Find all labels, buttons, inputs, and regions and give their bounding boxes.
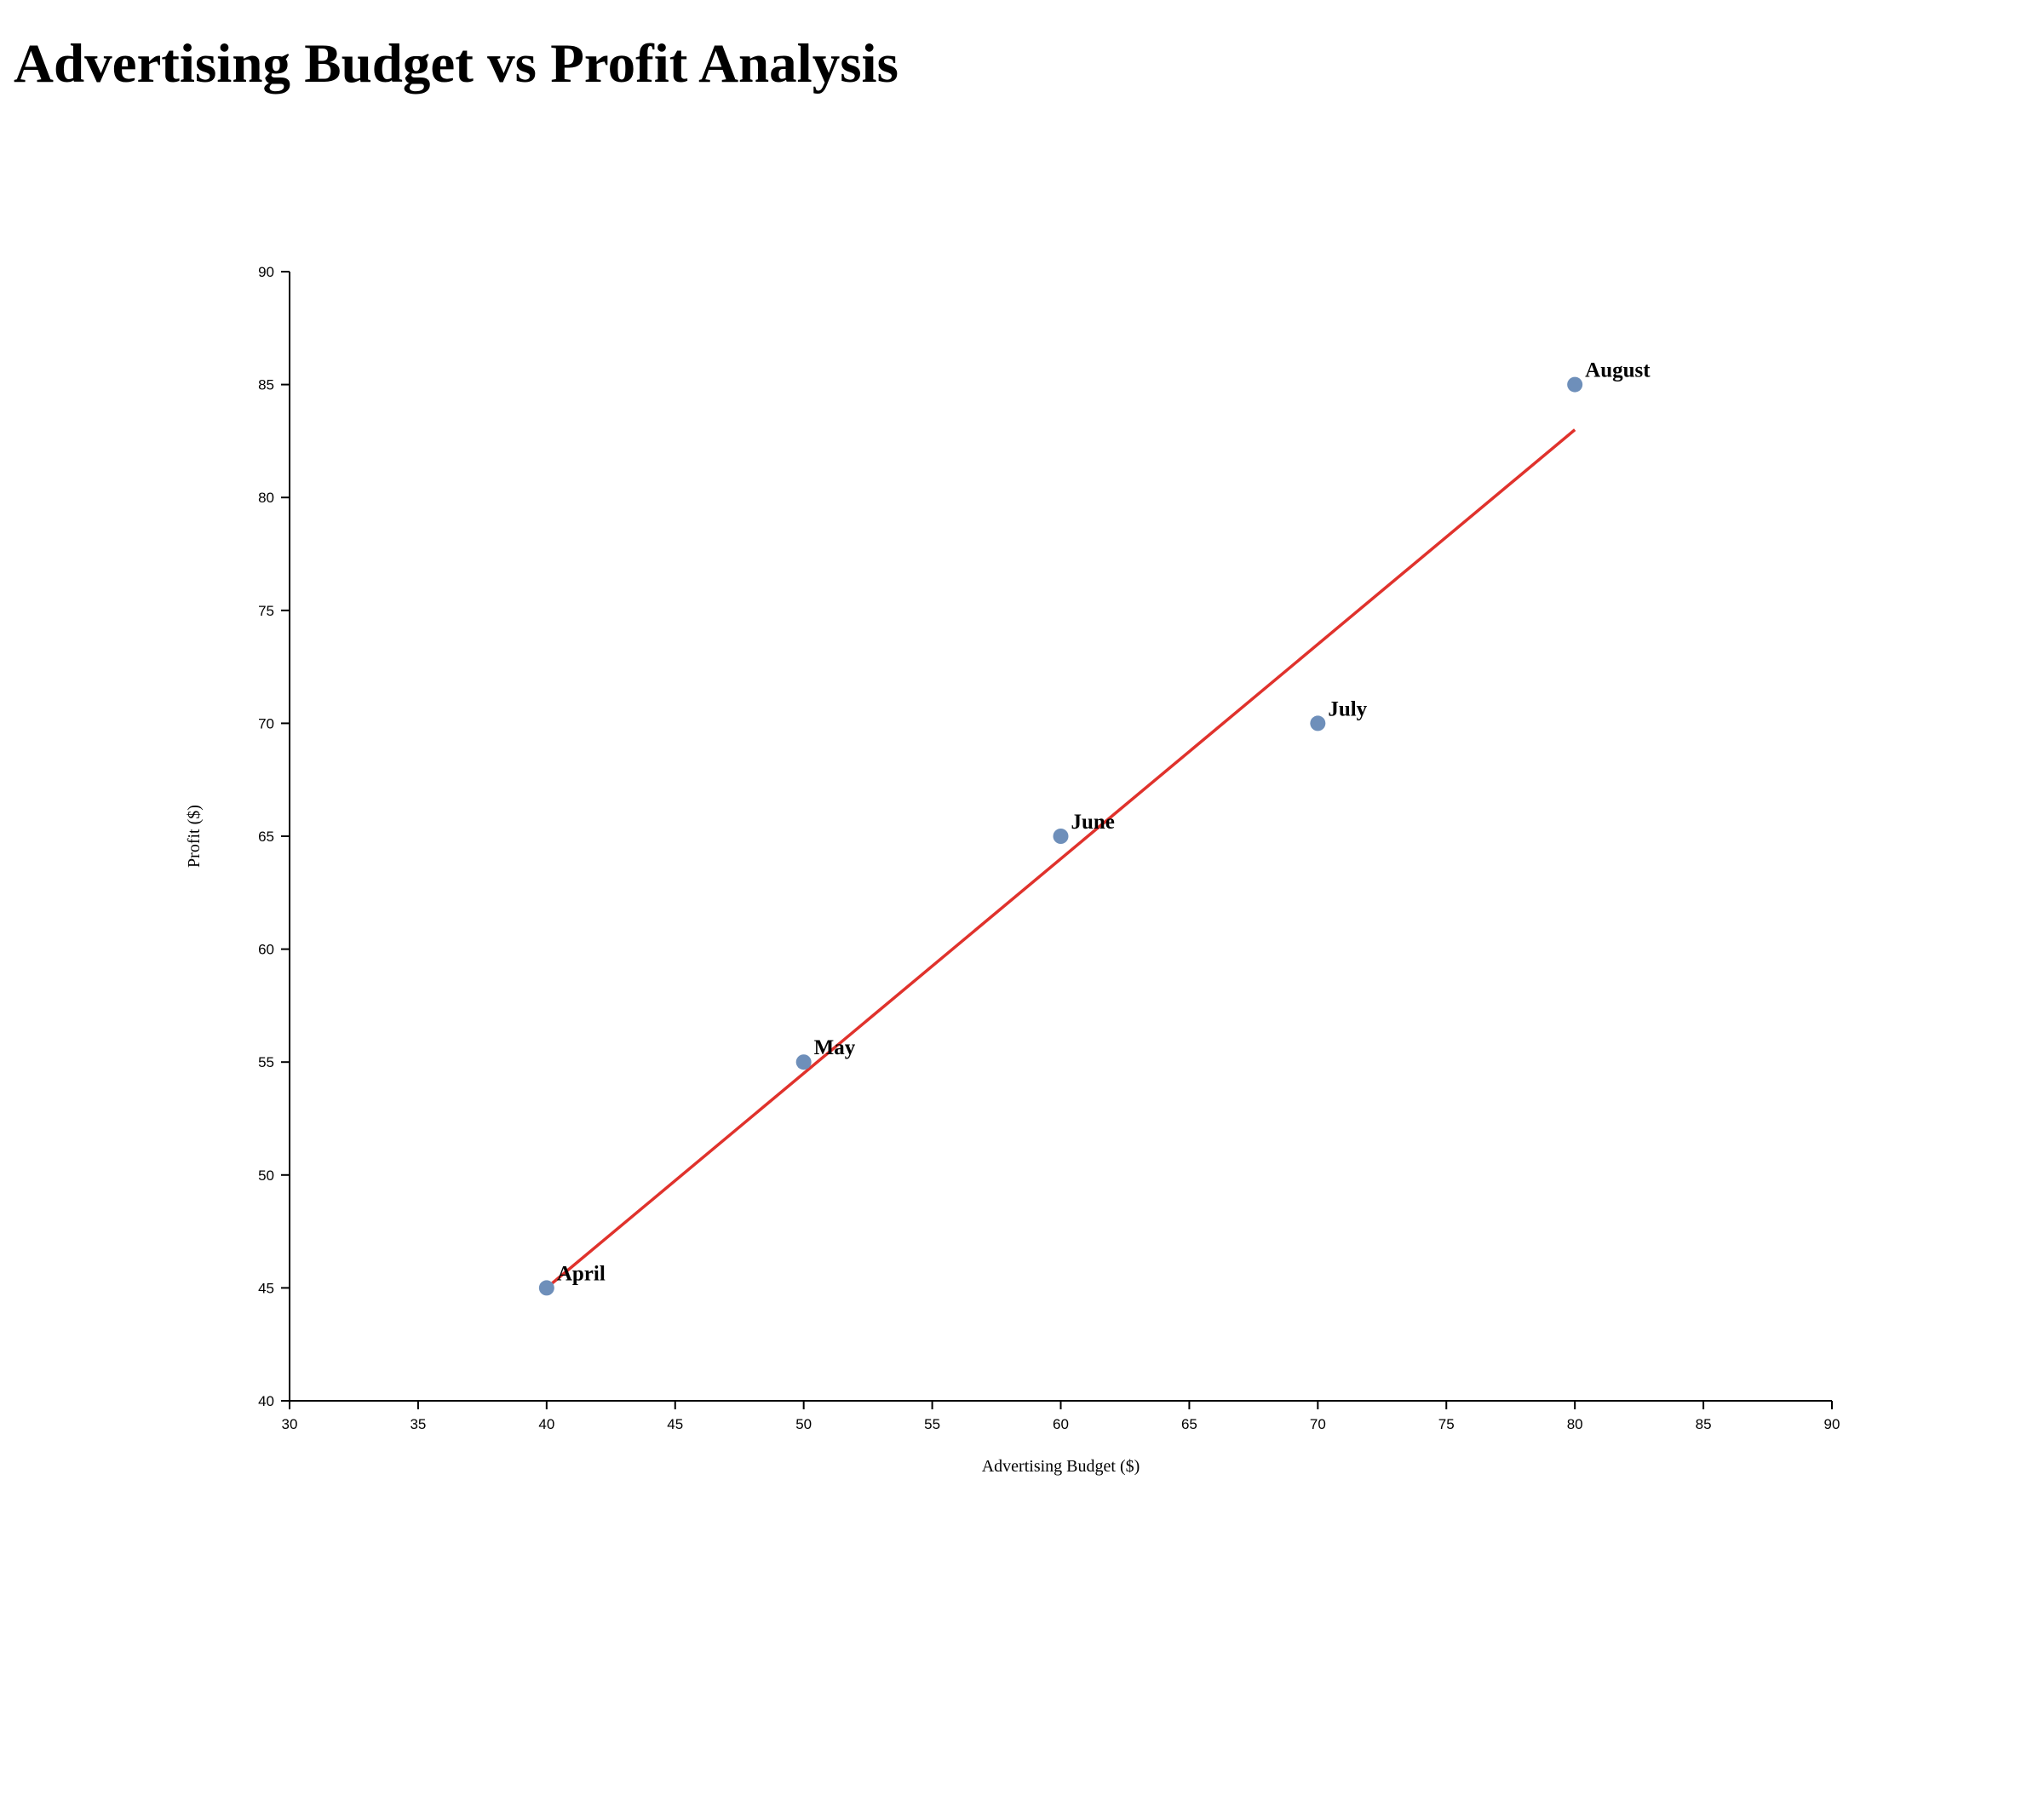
- axes-layer: 30 35 40 45 50 55 60 65 70 75 80 85 90 40 45 50 55 60 65 70…: [258, 264, 1840, 1432]
- page-title: Advertising Budget vs Profit Analysis: [14, 33, 899, 95]
- point-label-may: May: [814, 1036, 856, 1059]
- y-tick-label: 80: [258, 490, 274, 506]
- y-axis-title: Profit ($): [185, 805, 204, 868]
- y-tick-label: 50: [258, 1167, 274, 1184]
- trendline-layer: [545, 428, 1576, 1289]
- x-tick-label: 50: [795, 1416, 812, 1432]
- y-tick-label: 60: [258, 942, 274, 958]
- y-tick-label: 55: [258, 1054, 274, 1070]
- point-label-april: April: [557, 1262, 606, 1285]
- x-tick-label: 85: [1696, 1416, 1712, 1432]
- data-point-june: [1053, 829, 1069, 844]
- x-tick-label: 45: [667, 1416, 683, 1432]
- point-label-july: July: [1328, 697, 1367, 720]
- y-tick-label: 75: [258, 603, 274, 619]
- data-point-may: [795, 1054, 812, 1070]
- x-tick-label: 35: [410, 1416, 426, 1432]
- x-tick-label: 30: [282, 1416, 298, 1432]
- x-tick-label: 65: [1181, 1416, 1197, 1432]
- x-tick-label: 60: [1053, 1416, 1069, 1432]
- data-point-july: [1310, 715, 1326, 731]
- trendline: [545, 428, 1576, 1289]
- y-tick-label: 45: [258, 1280, 274, 1296]
- point-labels-layer: April May June July August: [557, 359, 1651, 1286]
- y-tick-label: 90: [258, 264, 274, 280]
- x-tick-label: 70: [1310, 1416, 1326, 1432]
- x-tick-label: 90: [1824, 1416, 1840, 1432]
- x-tick-label: 40: [538, 1416, 554, 1432]
- x-tick-label: 75: [1438, 1416, 1455, 1432]
- data-point-august: [1567, 376, 1583, 393]
- x-tick-label: 80: [1567, 1416, 1583, 1432]
- x-tick-label: 55: [924, 1416, 940, 1432]
- y-tick-label: 65: [258, 829, 274, 845]
- y-tick-label: 40: [258, 1393, 274, 1409]
- x-axis-title: Advertising Budget ($): [982, 1457, 1140, 1476]
- points-layer: [538, 376, 1583, 1296]
- point-label-june: June: [1071, 811, 1115, 834]
- y-tick-label: 70: [258, 715, 274, 731]
- point-label-august: August: [1585, 359, 1651, 382]
- data-point-april: [538, 1280, 554, 1296]
- y-tick-label: 85: [258, 377, 274, 393]
